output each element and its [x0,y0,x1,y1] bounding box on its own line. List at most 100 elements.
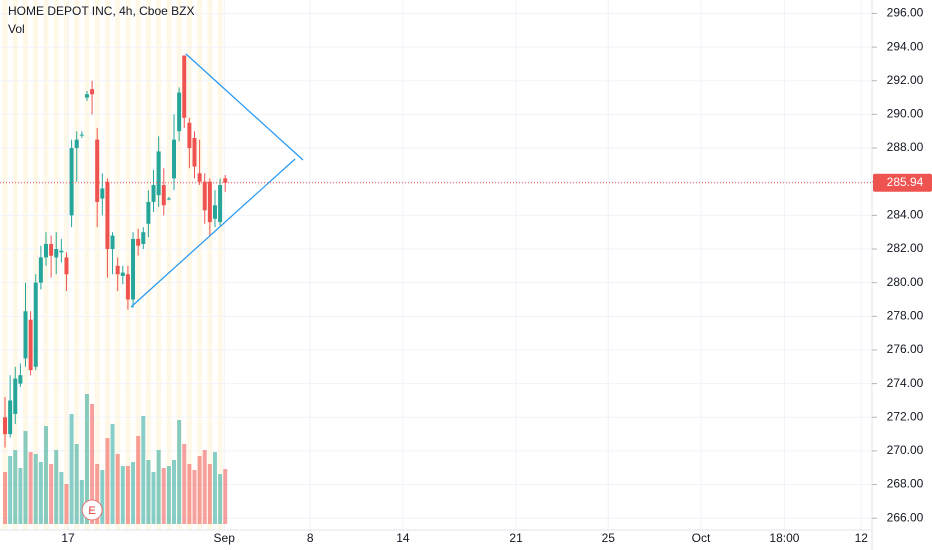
candle-body [161,185,166,206]
volume-bar [156,450,161,524]
volume-bar [177,420,182,524]
candle-body [218,185,223,223]
y-tick-label: 282.00 [887,241,924,255]
candle-body [64,257,69,275]
session-band [186,0,192,530]
candle-body [105,181,110,250]
volume-bar [84,394,89,524]
volume-bar [131,462,136,524]
y-tick-label: 290.00 [887,107,924,121]
volume-bar [146,460,151,524]
volume-bar [141,416,146,524]
candle-body [136,238,141,246]
volume-bar [54,450,59,524]
x-tick-label: 17 [61,531,75,545]
y-tick-label: 280.00 [887,275,924,289]
volume-bar [3,472,8,524]
y-tick-label: 274.00 [887,376,924,390]
volume-bar [223,469,228,524]
candle-body [18,375,23,384]
trend-line [130,158,296,308]
session-band [197,0,203,530]
volume-bar [115,454,120,524]
candle-body [13,378,18,414]
session-band [23,0,29,530]
candle-body [74,139,79,149]
candle-body [156,151,161,196]
session-band [166,0,172,530]
volume-bar [43,426,48,524]
volume-bar [100,470,105,524]
grid [0,0,872,530]
volume-bar [33,454,38,524]
event-marker [81,499,103,521]
candle-body [202,181,207,211]
session-band [2,0,8,530]
candle-body [182,55,187,118]
candle-body [69,148,74,216]
chart-title: HOME DEPOT INC, 4h, Cboe BZX [8,4,195,18]
session-band [12,0,18,530]
candle-body [54,249,59,258]
volume-bar [74,444,79,524]
session-band [217,0,223,530]
volume-bar [28,452,33,524]
volume-bar [69,414,74,524]
candle-body [90,89,95,95]
candle-body [131,238,136,300]
volume-bar [182,444,187,524]
volume-bar [197,456,202,524]
session-band [33,0,39,530]
x-tick-label: Oct [692,531,711,545]
candle-body [141,232,146,244]
volume-bar [172,460,177,524]
y-tick-label: 288.00 [887,140,924,154]
volume-bar [212,452,217,524]
y-tick-label: 266.00 [887,510,924,524]
candle-body [100,188,105,199]
volume-bar [64,484,69,524]
x-tick-label: 14 [396,531,410,545]
volume-bar [207,464,212,524]
candle-body [49,243,54,256]
session-band [74,0,80,530]
candle-body [115,265,120,275]
last-price-label: 285.94 [887,175,924,189]
session-band [94,0,100,530]
volume-bar [59,472,64,524]
y-tick-label: 296.00 [887,6,924,20]
x-tick-label: 8 [307,531,314,545]
last-price-box [873,173,932,192]
candle-body [33,282,38,367]
event-label: E [88,505,95,517]
y-tick-label: 270.00 [887,443,924,457]
session-band [176,0,182,530]
session-band [207,0,213,530]
candle-body [84,94,89,98]
candle-body [192,137,197,167]
y-tick-label: 272.00 [887,409,924,423]
session-band [156,0,162,530]
volume-bar [8,456,13,524]
axes: 266.00 268.00 270.00 272.00 274.00 276.00 278.… [61,6,923,546]
candle-body [28,319,33,371]
volume [3,394,228,524]
volume-bar [120,466,125,524]
candle-body [151,185,156,202]
candle-body [177,92,182,132]
candle-body [207,181,212,223]
y-tick-label: 294.00 [887,39,924,53]
candle-body [59,250,64,253]
candle-body [95,139,100,202]
x-tick-label: 21 [509,531,523,545]
candle-body [172,139,177,179]
volume-bar [151,472,156,524]
volume-bar [13,450,18,524]
volume-bar [125,466,130,524]
candle-body [79,134,84,136]
volume-bar [49,464,54,524]
volume-bar [18,468,23,524]
volume-bar [166,466,171,524]
candle-body [166,198,171,200]
